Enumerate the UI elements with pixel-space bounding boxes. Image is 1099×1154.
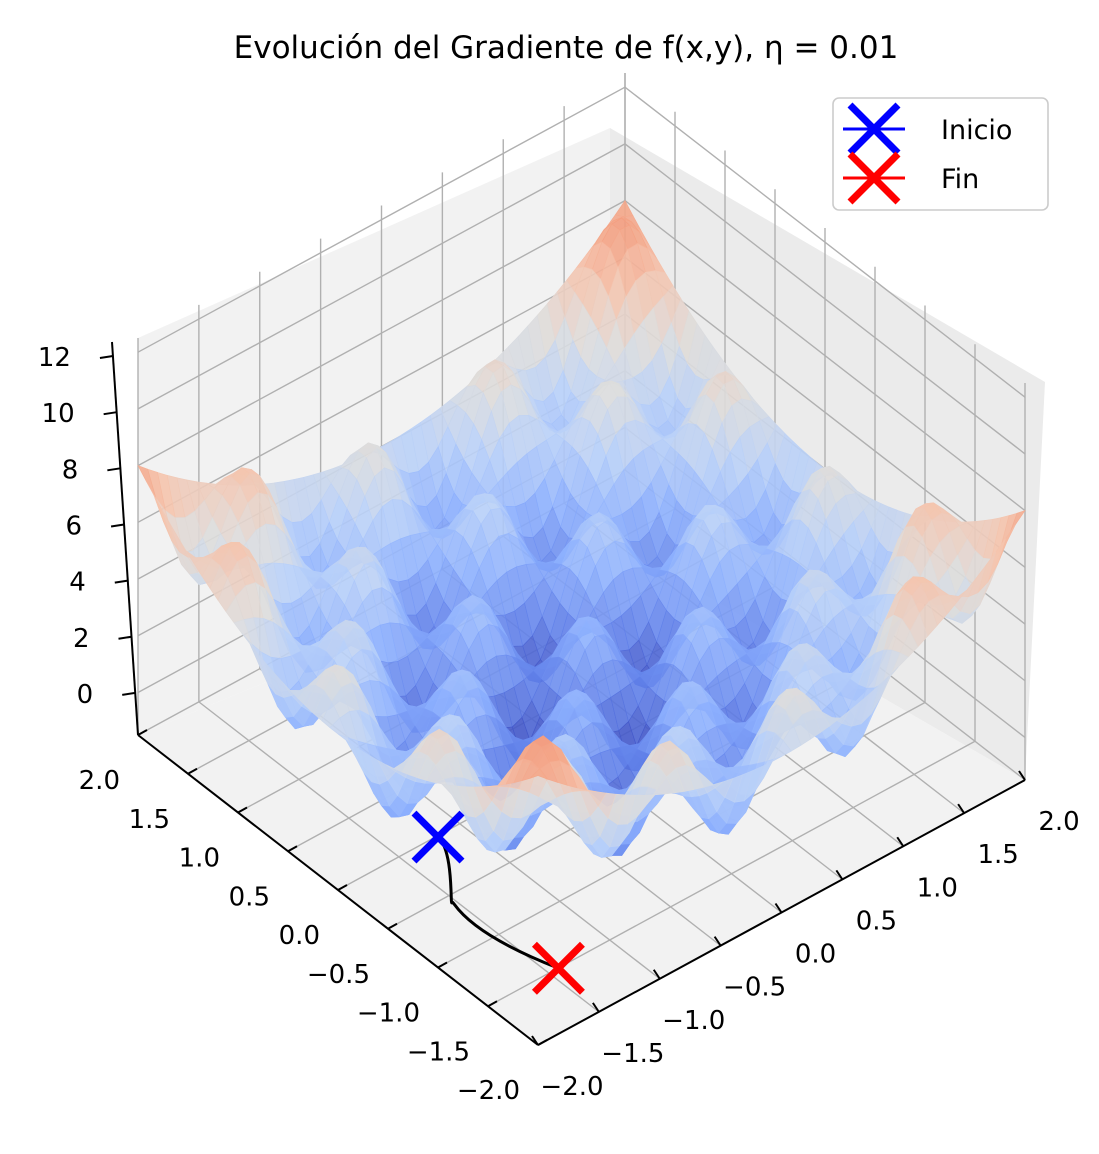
- y-tick-mark: [137, 729, 148, 736]
- end-marker: [531, 941, 585, 995]
- z-axis-line: [111, 341, 139, 736]
- y-tick-mark: [337, 884, 348, 891]
- start-marker: [411, 810, 465, 864]
- x-tick-label: 2.0: [1038, 807, 1079, 837]
- z-axis-ticks: 0 2 4 6 8 10 12: [38, 343, 136, 710]
- x-tick-mark: [713, 936, 722, 947]
- legend-marker-inicio: [847, 102, 901, 156]
- y-tick-mark: [537, 1039, 548, 1046]
- chart-title: Evolución del Gradiente de f(x,y), η = 0…: [234, 30, 899, 66]
- legend-entry-inicio: Inicio: [843, 102, 1012, 156]
- legend-box: [832, 97, 1049, 211]
- y-tick-mark: [187, 767, 198, 775]
- z-tick-label: 10: [42, 399, 75, 429]
- x-tick-mark: [957, 803, 965, 814]
- x-tick-label: 0.0: [795, 940, 836, 970]
- legend-label-inicio: Inicio: [941, 115, 1012, 146]
- y-tick-mark: [237, 806, 248, 814]
- z-tick-label: 12: [38, 343, 71, 373]
- y-tick-label: 2.0: [79, 766, 120, 796]
- x-tick-mark: [896, 836, 905, 847]
- y-tick-label: −0.5: [307, 960, 370, 990]
- z-tick-mark: [99, 355, 114, 360]
- y-tick-label: 1.5: [129, 805, 170, 835]
- z-tick-label: 2: [73, 624, 90, 654]
- legend-x-stroke: [847, 151, 901, 205]
- wall-gridline-z: [137, 143, 1026, 455]
- y-tick-label: −2.0: [457, 1076, 520, 1106]
- x-tick-label: 1.5: [977, 840, 1018, 870]
- z-tick-mark: [110, 523, 125, 528]
- y-tick-label: 0.0: [279, 921, 320, 951]
- x-tick-mark: [1018, 770, 1026, 781]
- x-axis-ticks: −2.0−1.5−1.0−0.5 0.0 0.5 1.0 1.5 2.0: [531, 770, 1080, 1102]
- y-tick-label: −1.0: [357, 999, 420, 1029]
- y-tick-label: −1.5: [407, 1037, 470, 1067]
- x-tick-mark: [835, 869, 844, 880]
- wall-gridline-z: [137, 86, 1026, 398]
- end-x-stroke: [531, 941, 585, 995]
- z-tick-mark: [107, 467, 121, 472]
- z-tick-mark: [103, 411, 117, 416]
- surface-patch: [529, 768, 549, 780]
- z-tick-mark: [122, 691, 136, 696]
- z-tick-mark: [114, 579, 128, 584]
- gradient-path: [436, 835, 559, 970]
- y-tick-label: 0.5: [229, 882, 270, 912]
- y-tick-mark: [437, 961, 448, 969]
- start-x-stroke: [411, 810, 465, 864]
- x-tick-label: −2.0: [540, 1072, 603, 1102]
- z-tick-label: 0: [77, 680, 94, 710]
- y-axis-ticks: −2.0 −1.5 −1.0 −0.5 0.0 0.5 1.0 1.5 2.0: [79, 729, 548, 1106]
- x-tick-label: −0.5: [723, 973, 786, 1003]
- z-tick-label: 8: [62, 455, 79, 485]
- x-tick-mark: [774, 902, 783, 914]
- surface-plot: [137, 200, 1026, 858]
- legend-marker-fin: [847, 151, 901, 205]
- x-tick-mark: [531, 1035, 539, 1046]
- y-tick-mark: [387, 922, 398, 930]
- legend-x-stroke: [847, 102, 901, 156]
- y-tick-mark: [287, 845, 298, 853]
- y-tick-label: 1.0: [179, 844, 220, 874]
- legend: Inicio Fin: [832, 97, 1049, 211]
- legend-label-fin: Fin: [941, 164, 979, 195]
- z-tick-label: 6: [66, 511, 83, 541]
- z-tick-label: 4: [69, 568, 86, 598]
- x-tick-mark: [652, 969, 661, 980]
- x-tick-label: 1.0: [917, 873, 958, 903]
- x-tick-label: −1.0: [662, 1006, 725, 1036]
- y-tick-mark: [487, 1000, 498, 1008]
- x-tick-mark: [592, 1002, 600, 1013]
- legend-entry-fin: Fin: [843, 151, 979, 205]
- x-tick-label: 0.5: [856, 906, 897, 936]
- x-tick-label: −1.5: [601, 1039, 664, 1069]
- z-tick-mark: [118, 635, 132, 640]
